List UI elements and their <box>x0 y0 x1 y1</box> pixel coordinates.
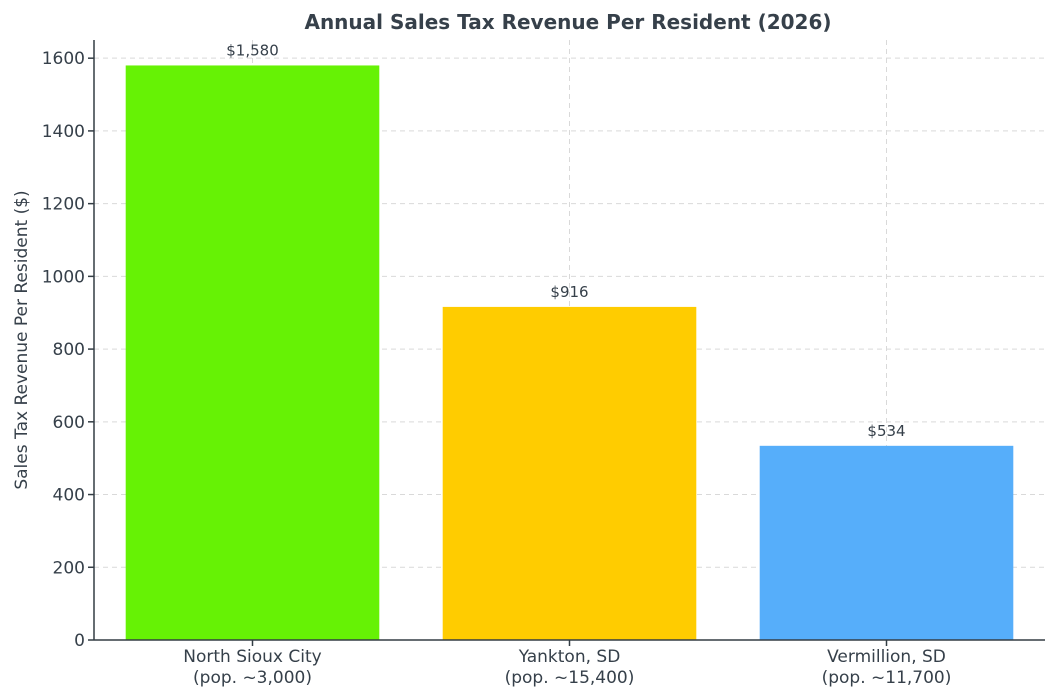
bar-value-label: $916 <box>550 283 588 301</box>
axes <box>88 40 1045 646</box>
y-tick-label: 1000 <box>42 267 85 287</box>
bar <box>759 445 1014 640</box>
bars <box>125 65 1014 641</box>
x-tick-label: (pop. ~3,000) <box>193 668 312 688</box>
y-tick-label: 800 <box>53 340 85 360</box>
y-axis-label: Sales Tax Revenue Per Resident ($) <box>12 190 32 489</box>
chart-title: Annual Sales Tax Revenue Per Resident (2… <box>304 10 831 34</box>
x-tick-label: Yankton, SD <box>518 647 621 667</box>
x-tick-label: Vermillion, SD <box>827 647 946 667</box>
y-tick-label: 1600 <box>42 49 85 69</box>
bar <box>442 306 697 640</box>
bar-value-label: $534 <box>867 422 905 440</box>
y-tick-label: 1400 <box>42 122 85 142</box>
x-tick-label: (pop. ~11,700) <box>822 668 952 688</box>
bar-value-label: $1,580 <box>226 41 279 59</box>
labels: 0 200 400 600 800 1000 1200 1400 1600 $1,580 North… <box>42 41 952 688</box>
x-tick-label: North Sioux City <box>183 647 321 667</box>
x-tick-label: (pop. ~15,400) <box>505 668 635 688</box>
y-tick-label: 400 <box>53 486 85 506</box>
y-tick-label: 600 <box>53 413 85 433</box>
y-tick-label: 200 <box>53 558 85 578</box>
y-tick-label: 0 <box>74 631 85 651</box>
bar <box>125 65 380 641</box>
y-tick-label: 1200 <box>42 195 85 215</box>
